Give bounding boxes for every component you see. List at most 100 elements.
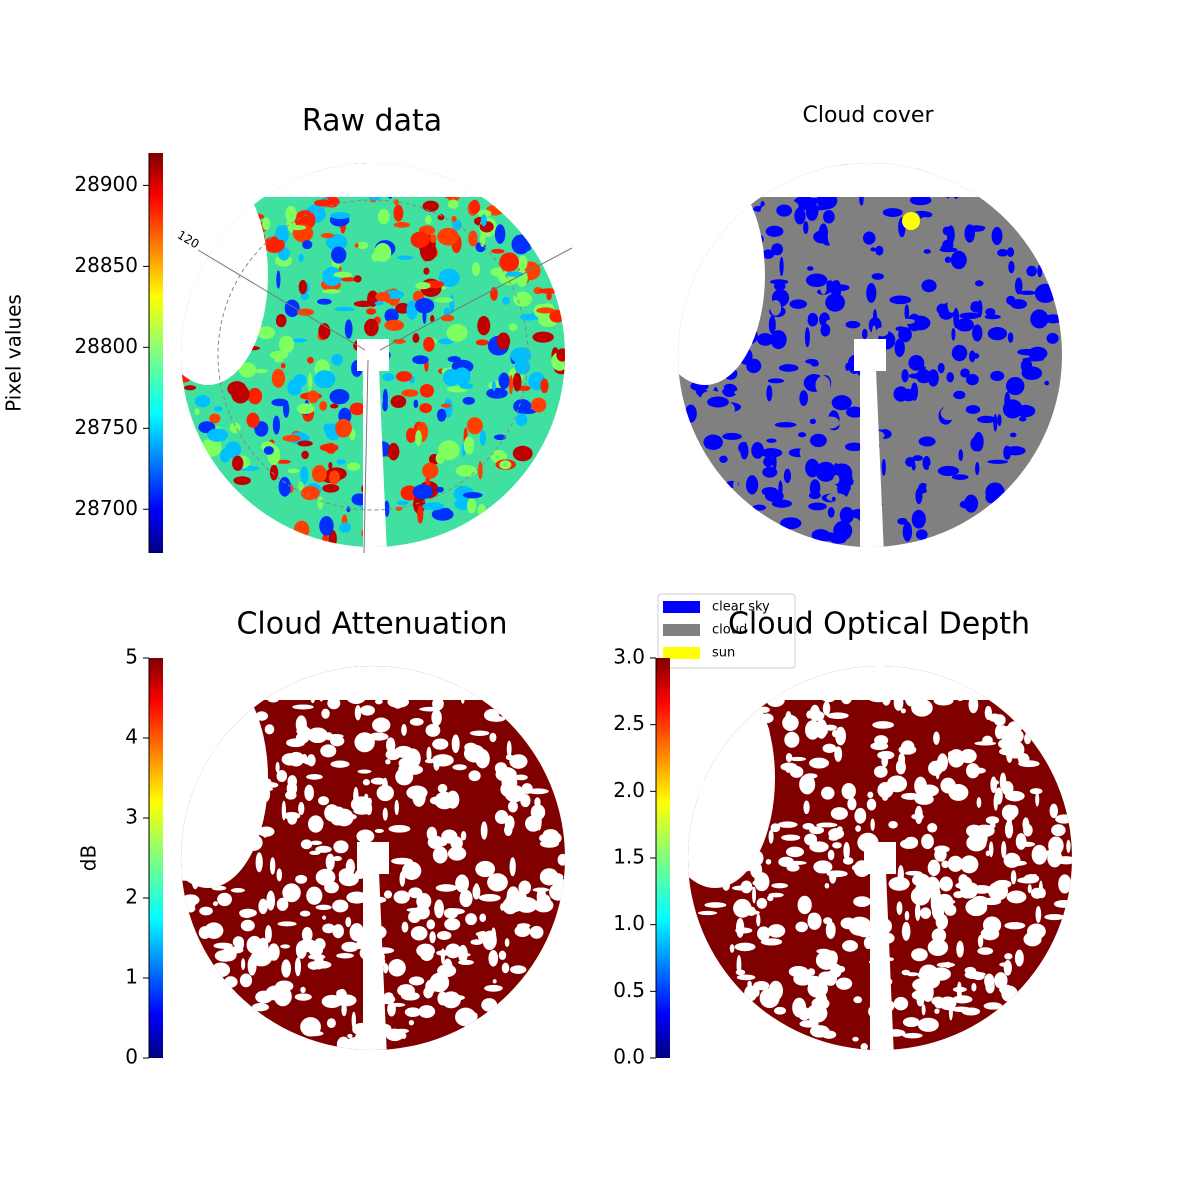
image-blob	[953, 308, 960, 329]
image-blob	[985, 308, 996, 316]
image-blob	[1035, 792, 1040, 807]
colorbar	[656, 658, 670, 1058]
colorbar-label: dB	[77, 845, 101, 871]
image-blob	[322, 923, 335, 934]
image-blob	[777, 821, 798, 828]
image-blob	[947, 749, 965, 768]
image-blob	[247, 387, 263, 405]
polar-axis	[379, 247, 573, 351]
image-blob	[964, 289, 972, 309]
image-blob	[1006, 745, 1013, 763]
image-blob	[768, 315, 776, 334]
image-blob	[246, 412, 260, 428]
image-blob	[789, 299, 807, 309]
image-blob	[745, 475, 759, 495]
image-blob	[437, 991, 448, 1006]
colorbar-tick-label: 3	[125, 805, 138, 829]
image-blob	[895, 759, 906, 775]
image-blob	[955, 436, 965, 441]
sky-image	[678, 163, 1062, 547]
image-blob	[1007, 332, 1014, 343]
image-blob	[1044, 314, 1062, 324]
image-blob	[251, 1003, 269, 1012]
image-blob	[959, 500, 974, 509]
image-blob	[1066, 839, 1071, 853]
image-blob	[807, 979, 828, 998]
image-blob	[933, 845, 950, 853]
image-blob	[992, 780, 1000, 785]
image-blob	[904, 910, 910, 921]
image-blob	[385, 737, 396, 753]
image-blob	[1055, 814, 1072, 824]
image-blob	[384, 500, 390, 517]
image-blob	[287, 775, 298, 788]
image-blob	[930, 893, 936, 912]
image-blob	[281, 959, 291, 978]
image-blob	[300, 839, 313, 850]
image-blob	[939, 295, 948, 304]
image-blob	[408, 976, 425, 986]
image-blob	[746, 358, 762, 374]
image-blob	[892, 266, 904, 282]
image-blob	[506, 740, 512, 758]
image-blob	[697, 910, 718, 916]
image-blob	[384, 890, 393, 899]
image-blob	[276, 270, 281, 289]
image-blob	[734, 389, 756, 396]
image-blob	[275, 761, 280, 773]
image-blob	[444, 918, 461, 931]
image-blob	[417, 505, 424, 524]
image-blob	[809, 1025, 830, 1038]
image-blob	[970, 301, 982, 313]
image-blob	[354, 705, 362, 721]
image-blob	[295, 732, 310, 744]
legend-label: sun	[712, 646, 735, 661]
image-blob	[435, 884, 458, 892]
legend-swatch	[663, 647, 700, 659]
image-blob	[232, 455, 244, 471]
image-blob	[484, 984, 503, 992]
image-blob	[466, 497, 477, 514]
image-blob	[346, 891, 368, 904]
image-blob	[773, 1006, 787, 1015]
image-blob	[756, 913, 761, 927]
image-blob	[1044, 913, 1065, 921]
image-blob	[319, 401, 328, 411]
image-blob	[913, 299, 923, 304]
image-blob	[1026, 265, 1037, 277]
image-blob	[477, 461, 483, 480]
colorbar-tick-label: 0	[125, 1045, 138, 1069]
image-blob	[991, 226, 1003, 246]
image-blob	[917, 1017, 939, 1032]
image-blob	[500, 781, 517, 798]
image-blob	[766, 384, 773, 402]
image-blob	[463, 744, 486, 763]
image-blob	[239, 973, 253, 988]
image-blob	[536, 307, 555, 314]
image-blob	[951, 474, 969, 480]
image-blob	[356, 829, 375, 843]
image-blob	[349, 923, 364, 942]
image-blob	[306, 773, 323, 780]
image-blob	[815, 719, 828, 739]
image-blob	[472, 884, 481, 900]
image-blob	[393, 221, 410, 228]
image-blob	[1019, 290, 1036, 296]
image-blob	[395, 371, 413, 382]
image-blob	[262, 217, 271, 231]
image-blob	[889, 295, 912, 305]
image-blob	[988, 881, 1009, 901]
image-blob	[330, 212, 351, 220]
image-blob	[788, 965, 809, 978]
image-blob	[768, 980, 784, 1001]
image-blob	[278, 335, 295, 354]
image-blob	[684, 404, 697, 423]
image-blob	[229, 422, 241, 434]
image-blob	[319, 516, 334, 536]
image-blob	[518, 385, 531, 392]
image-blob	[477, 209, 492, 218]
image-blob	[295, 941, 307, 959]
image-blob	[746, 906, 756, 917]
image-blob	[447, 846, 467, 861]
image-blob	[797, 895, 812, 915]
